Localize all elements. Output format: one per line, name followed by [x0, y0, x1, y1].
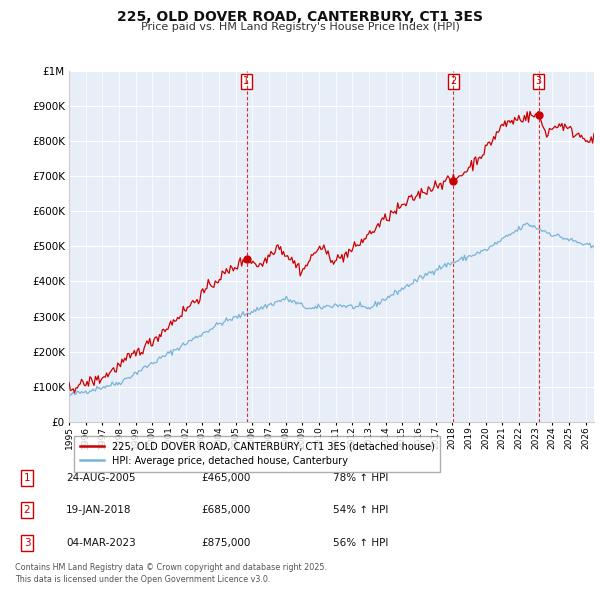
Text: 225, OLD DOVER ROAD, CANTERBURY, CT1 3ES: 225, OLD DOVER ROAD, CANTERBURY, CT1 3ES [117, 10, 483, 24]
Text: 1: 1 [23, 473, 31, 483]
Text: 2: 2 [450, 76, 456, 86]
Text: 3: 3 [23, 538, 31, 548]
Text: Contains HM Land Registry data © Crown copyright and database right 2025.
This d: Contains HM Land Registry data © Crown c… [15, 563, 327, 584]
Text: 24-AUG-2005: 24-AUG-2005 [66, 473, 136, 483]
Text: 04-MAR-2023: 04-MAR-2023 [66, 538, 136, 548]
Text: 56% ↑ HPI: 56% ↑ HPI [333, 538, 388, 548]
Text: Price paid vs. HM Land Registry's House Price Index (HPI): Price paid vs. HM Land Registry's House … [140, 22, 460, 32]
Legend: 225, OLD DOVER ROAD, CANTERBURY, CT1 3ES (detached house), HPI: Average price, d: 225, OLD DOVER ROAD, CANTERBURY, CT1 3ES… [74, 435, 440, 472]
Text: 2: 2 [23, 506, 31, 515]
Text: 78% ↑ HPI: 78% ↑ HPI [333, 473, 388, 483]
Text: 54% ↑ HPI: 54% ↑ HPI [333, 506, 388, 515]
Text: 3: 3 [535, 76, 542, 86]
Text: £685,000: £685,000 [201, 506, 250, 515]
Text: 1: 1 [244, 76, 250, 86]
Text: 19-JAN-2018: 19-JAN-2018 [66, 506, 131, 515]
Text: £465,000: £465,000 [201, 473, 250, 483]
Text: £875,000: £875,000 [201, 538, 250, 548]
